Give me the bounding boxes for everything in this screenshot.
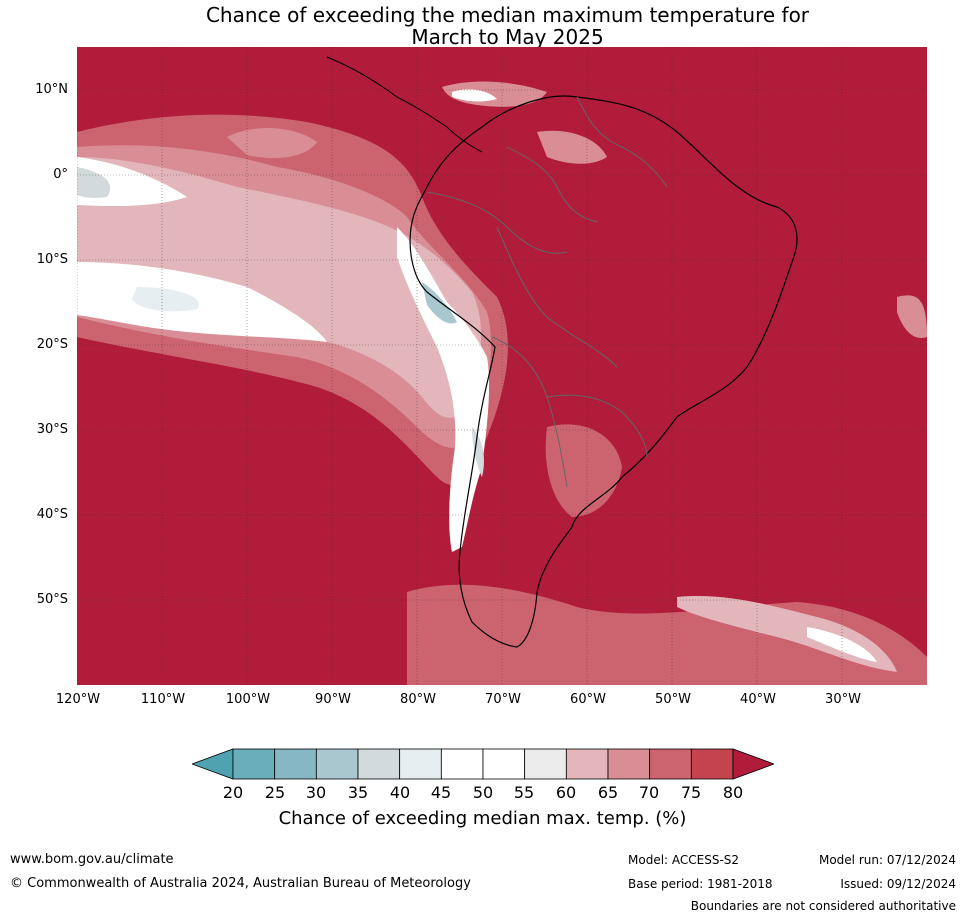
lat-label-50s: 50°S <box>36 592 68 607</box>
copyright-text: © Commonwealth of Australia 2024, Austra… <box>10 876 471 891</box>
map-canvas <box>77 47 927 685</box>
colorbar-tick: 75 <box>680 783 702 802</box>
colorbar-tick: 30 <box>305 783 327 802</box>
colorbar-segment <box>524 748 567 780</box>
lon-label-120w: 120°W <box>55 692 101 707</box>
map-graticule <box>77 47 927 685</box>
pacific-neutral-south <box>77 262 327 342</box>
south-brazil-patch <box>545 424 622 517</box>
lat-label-10n: 10°N <box>35 82 68 97</box>
amazon-patch <box>537 130 607 164</box>
colorbar-segment <box>399 748 442 780</box>
colorbar-tick: 35 <box>347 783 369 802</box>
colorbar-high-extension <box>732 748 776 780</box>
lon-label-40w: 40°W <box>740 692 776 707</box>
colorbar-tick: 80 <box>722 783 744 802</box>
colorbar-segment <box>440 748 484 780</box>
title-line-1: Chance of exceeding the median maximum t… <box>205 3 810 27</box>
colorbar-graphic <box>190 748 776 780</box>
lat-label-10s: 10°S <box>36 252 68 267</box>
colorbar-segment <box>357 748 401 780</box>
lon-label-90w: 90°W <box>315 692 351 707</box>
colorbar-segment <box>690 748 734 780</box>
colorbar-tick: 50 <box>472 783 494 802</box>
website-link[interactable]: www.bom.gov.au/climate <box>10 852 174 867</box>
colorbar-segment <box>315 748 359 780</box>
issued-date: Issued: 09/12/2024 <box>840 877 956 891</box>
pacific-cool-patch-south <box>132 287 199 312</box>
pacific-cool-patch-north <box>77 167 111 198</box>
lon-label-100w: 100°W <box>225 692 271 707</box>
lon-label-60w: 60°W <box>570 692 606 707</box>
lat-label-20s: 20°S <box>36 337 68 352</box>
colorbar-tick: 60 <box>555 783 577 802</box>
colorbar-low-extension <box>190 748 234 780</box>
colorbar-segment <box>232 748 276 780</box>
colorbar-label: Chance of exceeding median max. temp. (%… <box>278 808 687 829</box>
caribbean-white <box>452 89 497 102</box>
colorbar <box>190 748 776 784</box>
lon-label-80w: 80°W <box>400 692 436 707</box>
title-line-2: March to May 2025 <box>411 25 604 49</box>
colorbar-segment <box>649 748 692 780</box>
colorbar-segment <box>607 748 651 780</box>
colorbar-segments <box>232 748 734 780</box>
central-america-coast <box>326 56 483 153</box>
base-period: Base period: 1981-2018 <box>628 877 773 891</box>
lat-label-0: 0° <box>53 167 68 182</box>
lat-label-30s: 30°S <box>36 422 68 437</box>
map-title: Chance of exceeding the median maximum t… <box>0 4 965 48</box>
south-atlantic-band <box>407 584 927 685</box>
colorbar-segment <box>482 748 526 780</box>
model-name: Model: ACCESS-S2 <box>628 853 740 867</box>
colorbar-tick: 40 <box>389 783 411 802</box>
north-pacific-patch <box>227 127 317 159</box>
boundaries-disclaimer: Boundaries are not considered authoritat… <box>690 899 956 913</box>
andes-coastal-strip <box>397 227 490 552</box>
colorbar-segment <box>565 748 609 780</box>
lon-label-30w: 30°W <box>825 692 861 707</box>
colorbar-tick: 25 <box>264 783 286 802</box>
lon-label-70w: 70°W <box>485 692 521 707</box>
lat-label-40s: 40°S <box>36 507 68 522</box>
lon-label-110w: 110°W <box>140 692 186 707</box>
colorbar-tick: 65 <box>597 783 619 802</box>
south-america-coast <box>409 95 798 648</box>
east-atlantic-patch <box>897 295 927 338</box>
colorbar-tick: 70 <box>638 783 660 802</box>
chile-cool-patch <box>472 427 484 477</box>
model-run-date: Model run: 07/12/2024 <box>818 853 956 867</box>
country-borders <box>426 96 668 488</box>
colorbar-tick: 20 <box>222 783 244 802</box>
colorbar-tick: 55 <box>513 783 535 802</box>
pacific-band-light <box>77 157 482 418</box>
probability-map <box>77 47 927 685</box>
colorbar-segment <box>274 748 317 780</box>
peru-cool-patch <box>422 282 457 324</box>
lon-label-50w: 50°W <box>655 692 691 707</box>
colorbar-tick: 45 <box>430 783 452 802</box>
